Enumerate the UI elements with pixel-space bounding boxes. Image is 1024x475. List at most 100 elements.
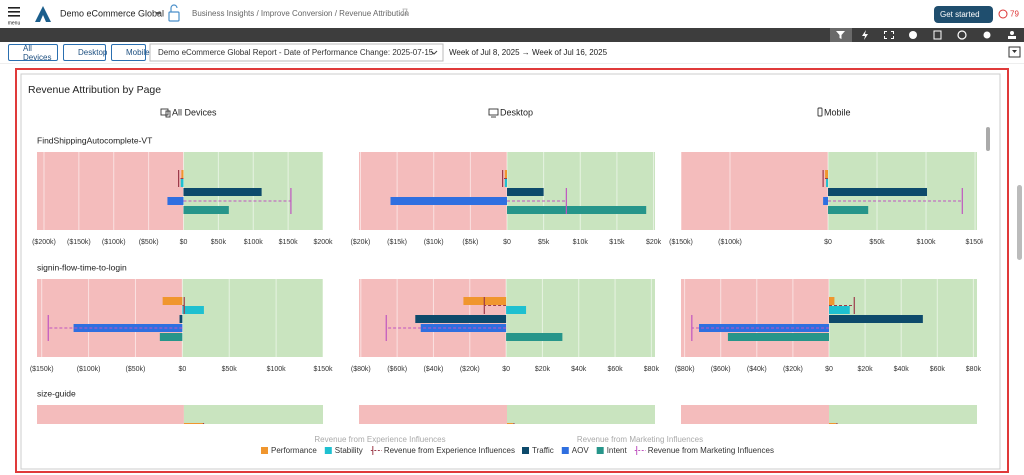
- x-tick-label: ($200k): [32, 239, 56, 246]
- x-tick-label: ($20k): [783, 366, 803, 373]
- bar: [506, 333, 563, 341]
- legend-swatch: [596, 447, 604, 454]
- legend-label: Performance: [271, 446, 317, 455]
- positive-zone: [829, 405, 977, 424]
- column-header: Mobile: [824, 107, 851, 117]
- x-tick-label: ($20k): [351, 239, 371, 246]
- negative-zone: [359, 152, 507, 230]
- bar: [506, 306, 527, 314]
- legend-label: Stability: [335, 446, 363, 455]
- x-tick-label: ($100k): [102, 239, 126, 246]
- menu-button[interactable]: menu: [8, 7, 21, 26]
- x-tick-label: ($50k): [126, 366, 146, 373]
- x-tick-label: ($60k): [711, 366, 731, 373]
- x-tick-label: $150k: [966, 239, 986, 246]
- bar: [507, 206, 647, 214]
- lock-icon[interactable]: [168, 4, 180, 22]
- x-tick-label: $40k: [571, 366, 587, 373]
- x-tick-label: ($15k): [387, 239, 407, 246]
- x-tick-label: $200k: [313, 239, 333, 246]
- bar: [699, 324, 829, 332]
- x-tick-label: $50k: [222, 366, 238, 373]
- page-name: FindShippingAutocomplete-VT: [37, 135, 152, 145]
- x-tick-label: $20k: [535, 366, 551, 373]
- bar: [73, 324, 183, 332]
- x-tick-label: $150k: [313, 366, 333, 373]
- filter-mobile[interactable]: Mobile: [111, 44, 150, 61]
- inner-scrollbar[interactable]: [986, 127, 990, 151]
- x-tick-label: ($150k): [669, 239, 693, 246]
- page-name: signin-flow-time-to-login: [37, 262, 127, 272]
- x-tick-label: $80k: [966, 366, 982, 373]
- x-tick-label: $60k: [930, 366, 946, 373]
- bar: [507, 423, 513, 424]
- x-tick-label: ($40k): [424, 366, 444, 373]
- x-tick-label: $50k: [869, 239, 885, 246]
- negative-zone: [37, 279, 183, 357]
- column-header: All Devices: [172, 107, 217, 117]
- positive-zone: [507, 405, 655, 424]
- x-tick-label: $0: [178, 366, 186, 373]
- x-tick-label: ($100k): [718, 239, 742, 246]
- legend-label: Intent: [607, 446, 628, 455]
- negative-zone: [37, 405, 184, 424]
- x-tick-label: $0: [502, 366, 510, 373]
- bar: [159, 333, 183, 341]
- alert-count: 79: [1010, 10, 1019, 19]
- toolbar-icons[interactable]: [836, 30, 1016, 40]
- bar: [183, 188, 262, 196]
- x-tick-label: $0: [825, 366, 833, 373]
- positive-zone: [182, 279, 323, 357]
- filter-desktop[interactable]: Desktop: [63, 44, 107, 61]
- column-headers: [160, 107, 823, 118]
- x-tick-label: ($20k): [460, 366, 480, 373]
- x-tick-label: $100k: [267, 366, 287, 373]
- x-tick-label: ($80k): [675, 366, 695, 373]
- x-tick-label: ($40k): [747, 366, 767, 373]
- date-range[interactable]: Week of Jul 8, 2025 → Week of Jul 16, 20…: [449, 48, 608, 57]
- x-tick-label: ($10k): [424, 239, 444, 246]
- x-tick-label: $0: [180, 239, 188, 246]
- bar: [829, 306, 850, 314]
- filter-all-devices[interactable]: All Devices: [8, 44, 58, 62]
- negative-zone: [681, 405, 829, 424]
- x-tick-label: ($100k): [77, 366, 101, 373]
- report-select[interactable]: [149, 43, 444, 62]
- page-scrollbar[interactable]: [1017, 185, 1022, 260]
- x-tick-label: $40k: [894, 366, 910, 373]
- bar: [727, 333, 829, 341]
- bar: [167, 197, 184, 205]
- legend-group-title: Revenue from Experience Influences: [314, 435, 445, 444]
- x-tick-label: $150k: [279, 239, 299, 246]
- chart-grid: FindShippingAutocomplete-VT signin-flow-t…: [30, 135, 986, 424]
- bar: [829, 315, 923, 323]
- bar: [828, 188, 928, 196]
- legend-group-title: Revenue from Marketing Influences: [577, 435, 703, 444]
- x-tick-label: ($5k): [462, 239, 478, 246]
- bar: [180, 179, 184, 187]
- x-tick-label: $20k: [858, 366, 874, 373]
- workspace[interactable]: Demo eCommerce Global: [60, 8, 164, 18]
- workspace-caret[interactable]: [155, 12, 161, 15]
- x-tick-label: $15k: [609, 239, 625, 246]
- get-started-button[interactable]: [934, 6, 993, 23]
- legend-label: Traffic: [532, 446, 554, 455]
- alert-icon[interactable]: [998, 9, 1008, 19]
- legend-label: AOV: [572, 446, 590, 455]
- report-chevron: [430, 50, 438, 55]
- bar: [181, 170, 184, 178]
- column-header: Desktop: [500, 107, 533, 117]
- pin-icon[interactable]: [401, 8, 409, 16]
- revenue-panel: Revenue Attribution by Page All Devices …: [15, 68, 1009, 473]
- legend-label: Revenue from Experience Influences: [384, 446, 515, 455]
- negative-zone: [37, 152, 184, 230]
- bar: [162, 297, 183, 305]
- bar: [183, 423, 204, 424]
- logo: [35, 6, 51, 22]
- x-tick-label: $0: [824, 239, 832, 246]
- bar: [504, 170, 507, 178]
- x-tick-label: $50k: [211, 239, 227, 246]
- positive-zone: [506, 279, 655, 357]
- negative-zone: [681, 279, 829, 357]
- x-tick-label: $0: [503, 239, 511, 246]
